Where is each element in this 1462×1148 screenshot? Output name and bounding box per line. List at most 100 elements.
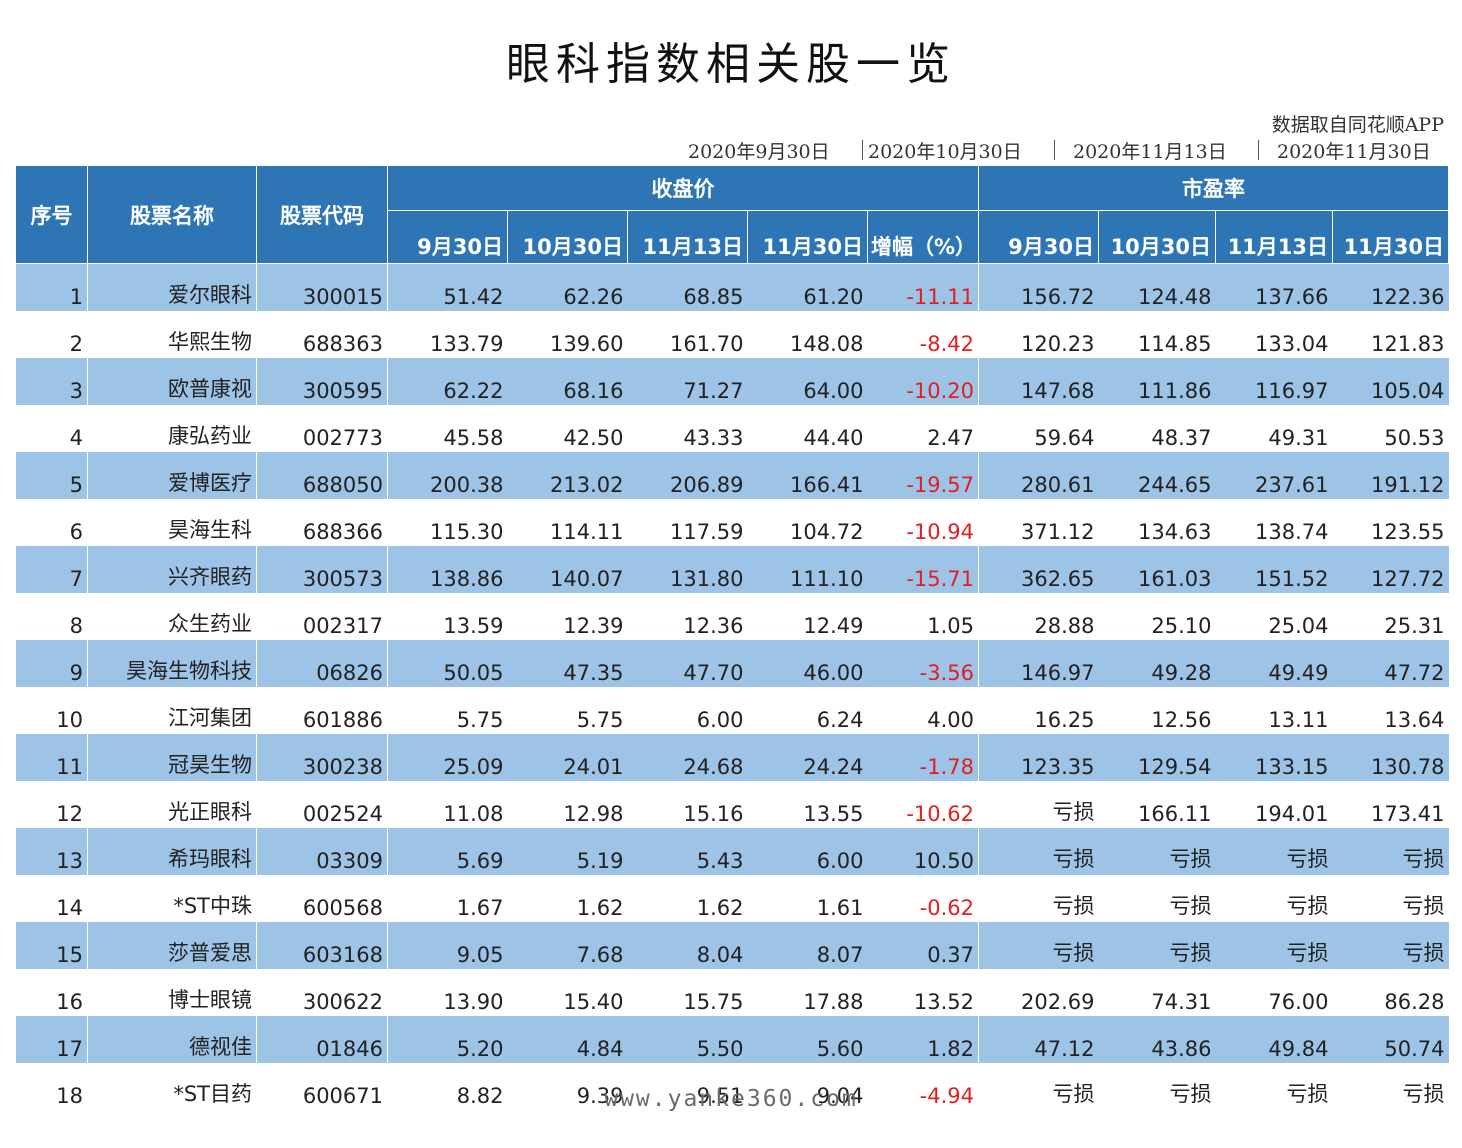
- table-row: 16 博士眼镜 300622 13.90 15.40 15.75 17.88 13.52 202…: [16, 969, 1449, 1016]
- cell-close-price: 47.70: [627, 640, 748, 687]
- header-index: 序号: [15, 165, 88, 264]
- cell-stock-code: 600568: [256, 875, 388, 922]
- table-row: 11 冠昊生物 300238 25.09 24.01 24.68 24.24 -1.78 123…: [15, 734, 1449, 781]
- table-row: 4 康弘药业 002773 45.58 42.50 43.33 44.40 2.47 59.64…: [16, 405, 1449, 452]
- cell-index: 6: [69, 520, 83, 544]
- cell-index: 4: [69, 426, 83, 450]
- cell-index: 3: [15, 358, 88, 405]
- cell-change-pct: 0.37: [867, 922, 979, 969]
- cell-close-price: 5.20: [387, 1016, 508, 1063]
- cell-close-price: 104.72: [790, 520, 864, 544]
- cell-pe-ratio: 147.68: [978, 358, 1099, 405]
- cell-stock-name: 华熙生物: [87, 311, 257, 358]
- cell-change-pct: 1.05: [927, 614, 975, 638]
- cell-close-price: 13.55: [803, 802, 864, 826]
- cell-close-price: 1.67: [387, 875, 508, 922]
- cell-change-pct: -0.62: [919, 896, 975, 920]
- cell-pe-ratio: 亏损: [1169, 1082, 1212, 1106]
- date-label-4: 2020年11月30日: [1277, 141, 1431, 163]
- cell-pe-ratio: 亏损: [978, 875, 1099, 922]
- cell-pe-ratio: 114.85: [1138, 332, 1212, 356]
- cell-change-pct: 10.50: [867, 828, 979, 875]
- source-note: 数据取自同花顺APP: [1271, 114, 1444, 136]
- cell-stock-name: 兴齐眼药: [87, 546, 257, 593]
- cell-pe-ratio: 134.63: [1138, 520, 1212, 544]
- cell-close-price: 9.04: [816, 1084, 864, 1108]
- cell-pe-ratio: 127.72: [1332, 546, 1449, 593]
- cell-stock-code: 300015: [256, 263, 388, 311]
- cell-close-price: 111.10: [747, 546, 868, 593]
- cell-close-price: 71.27: [627, 358, 748, 405]
- cell-pe-ratio: 亏损: [1098, 828, 1216, 875]
- cell-close-price: 15.40: [563, 990, 624, 1014]
- cell-index: 8: [69, 614, 83, 638]
- cell-pe-ratio: 111.86: [1098, 358, 1216, 405]
- cell-close-price: 7.68: [507, 922, 628, 969]
- cell-close-price: 161.70: [670, 332, 744, 356]
- cell-index: 7: [15, 546, 88, 593]
- cell-close-price: 12.39: [563, 614, 624, 638]
- cell-stock-name: 博士眼镜: [87, 969, 257, 1016]
- cell-close-price: 44.40: [803, 426, 864, 450]
- cell-pe-ratio: 亏损: [1402, 1082, 1445, 1106]
- stock-table: 序号 股票名称 股票代码 收盘价 市盈率 9月30日 10月30日 11月13日…: [15, 165, 1450, 1110]
- cell-index: 16: [56, 990, 83, 1014]
- cell-pe-ratio: 49.31: [1268, 426, 1329, 450]
- cell-close-price: 51.42: [387, 263, 508, 311]
- watermark: www.yanke360.com: [604, 1086, 858, 1112]
- cell-stock-code: 600671: [256, 1063, 388, 1110]
- cell-close-price: 12.98: [563, 802, 624, 826]
- cell-close-price: 166.41: [747, 452, 868, 499]
- cell-close-price: 24.24: [747, 734, 868, 781]
- cell-pe-ratio: 105.04: [1332, 358, 1449, 405]
- cell-close-price: 24.01: [507, 734, 628, 781]
- cell-close-price: 62.22: [387, 358, 508, 405]
- cell-pe-ratio: 28.88: [978, 593, 1099, 640]
- cell-pe-ratio: 48.37: [1151, 426, 1212, 450]
- cell-close-price: 62.26: [507, 263, 628, 311]
- cell-pe-ratio: 151.52: [1215, 546, 1333, 593]
- cell-pe-ratio: 371.12: [978, 499, 1099, 546]
- cell-pe-ratio: 129.54: [1098, 734, 1216, 781]
- cell-pe-ratio: 137.66: [1215, 263, 1333, 311]
- cell-pe-ratio: 亏损: [978, 922, 1099, 969]
- cell-stock-name: 光正眼科: [87, 781, 257, 828]
- page-title: 眼科指数相关股一览: [506, 39, 956, 90]
- cell-close-price: 15.75: [683, 990, 744, 1014]
- cell-close-price: 12.36: [683, 614, 744, 638]
- cell-close-price: 148.08: [790, 332, 864, 356]
- cell-close-price: 5.69: [387, 828, 508, 875]
- cell-pe-ratio: 362.65: [978, 546, 1099, 593]
- cell-close-price: 1.62: [696, 896, 744, 920]
- cell-close-price: 12.49: [803, 614, 864, 638]
- cell-stock-name: 江河集团: [87, 687, 257, 734]
- cell-close-price: 68.85: [627, 263, 748, 311]
- cell-close-price: 4.84: [507, 1016, 628, 1063]
- cell-pe-ratio: 121.83: [1371, 332, 1445, 356]
- cell-stock-name: 爱博医疗: [87, 452, 257, 499]
- table-row: 9 昊海生物科技 06826 50.05 47.35 47.70 46.00 -3.56 146…: [15, 640, 1449, 687]
- cell-close-price: 5.50: [627, 1016, 748, 1063]
- cell-close-price: 5.19: [507, 828, 628, 875]
- cell-close-price: 68.16: [507, 358, 628, 405]
- cell-pe-ratio: 202.69: [978, 969, 1099, 1016]
- table-row: 14 *ST中珠 600568 1.67 1.62 1.62 1.61 -0.62 亏损 亏损 亏损…: [16, 875, 1449, 922]
- cell-close-price: 138.86: [387, 546, 508, 593]
- cell-index: 14: [56, 896, 83, 920]
- cell-pe-ratio: 116.97: [1215, 358, 1333, 405]
- header-change-col: 增幅（%）: [866, 210, 980, 264]
- date-label-3: 2020年11月13日: [1073, 141, 1227, 163]
- cell-close-price: 61.20: [747, 263, 868, 311]
- cell-close-price: 206.89: [627, 452, 748, 499]
- header-close-group: 收盘价: [386, 165, 980, 211]
- cell-stock-name: 冠昊生物: [87, 734, 257, 781]
- cell-change-pct: 4.00: [927, 708, 975, 732]
- cell-index: 15: [15, 922, 88, 969]
- cell-stock-name: 昊海生科: [87, 499, 257, 546]
- cell-stock-code: 300595: [256, 358, 388, 405]
- cell-close-price: 5.60: [747, 1016, 868, 1063]
- cell-pe-ratio: 133.15: [1215, 734, 1333, 781]
- header-close-col: 11月13日: [627, 210, 748, 264]
- cell-stock-code: 002524: [256, 781, 388, 828]
- cell-close-price: 200.38: [387, 452, 508, 499]
